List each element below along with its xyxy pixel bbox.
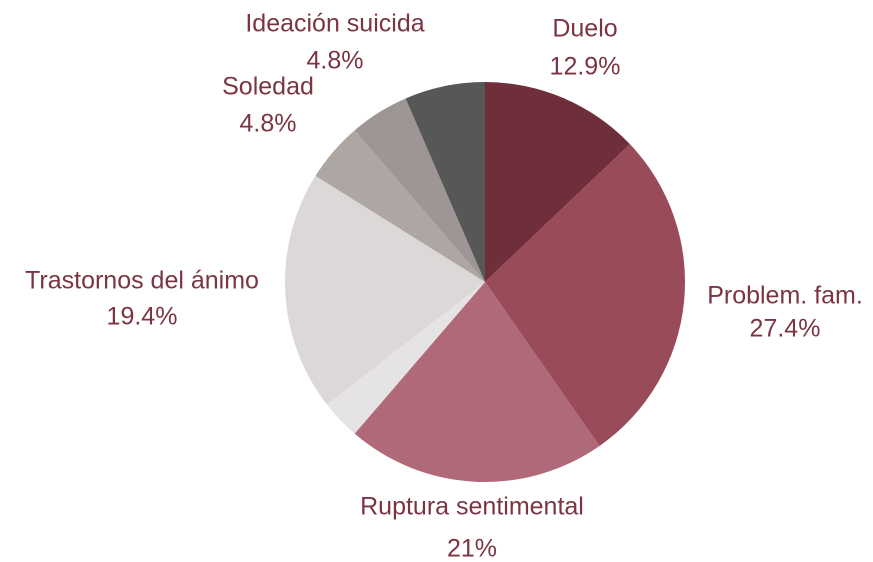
slice-value: 19.4%: [107, 303, 178, 331]
slice-value: 4.8%: [240, 110, 297, 138]
slice-label: Duelo: [552, 15, 617, 43]
slice-value: 12.9%: [550, 53, 621, 81]
pie-slice: [485, 144, 686, 446]
pie-slice: [326, 282, 485, 434]
slice-label: Trastornos del ánimo: [25, 267, 259, 295]
pie-slice: [485, 82, 630, 282]
slice-label: Ruptura sentimental: [360, 493, 584, 521]
pie-slice: [405, 82, 485, 282]
slice-value: 4.8%: [307, 47, 364, 75]
pie-slice: [354, 98, 485, 283]
pie-slice: [354, 282, 600, 483]
slice-value: 27.4%: [750, 315, 821, 343]
pie-slice: [285, 175, 485, 405]
slice-label: Problem. fam.: [707, 282, 863, 310]
slice-label: Ideación suicida: [245, 10, 424, 38]
slice-value: 21%: [447, 535, 497, 562]
pie-slice: [315, 130, 485, 282]
slice-label: Soledad: [222, 73, 314, 101]
